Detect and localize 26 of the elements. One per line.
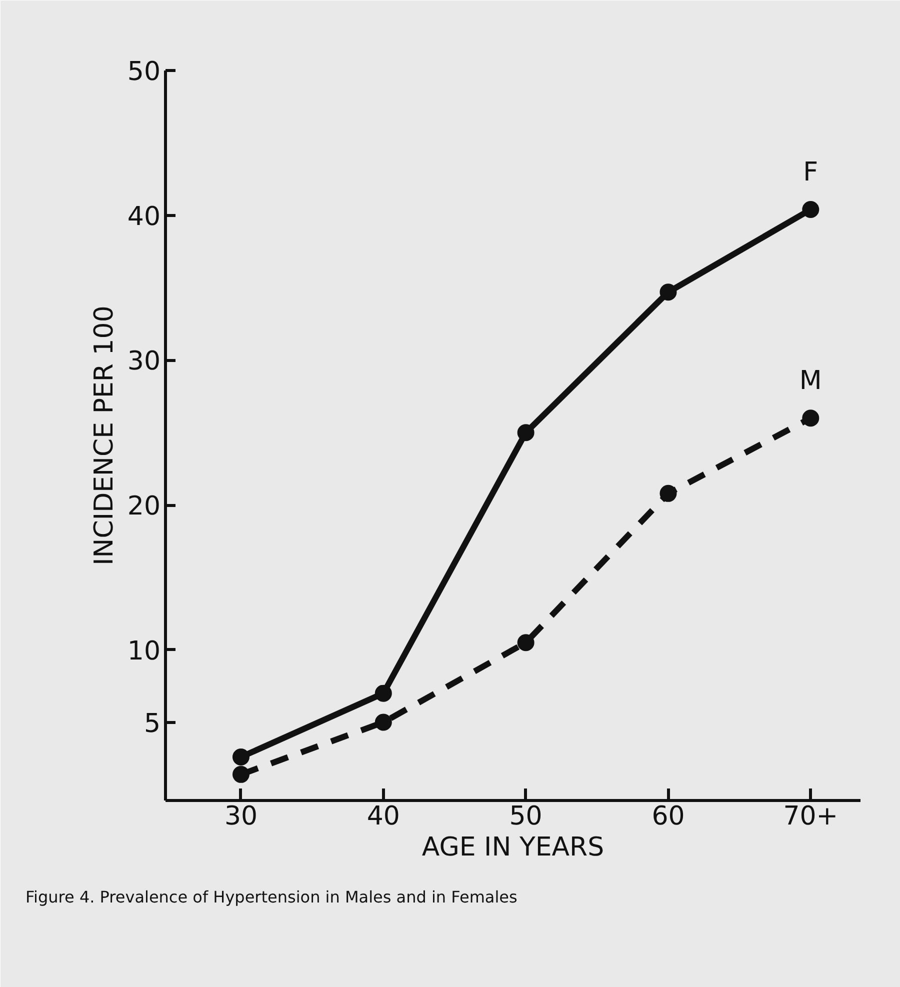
x-tick-label: 40 [366, 802, 400, 832]
x-tick-label: 30 [224, 802, 258, 832]
x-tick-label: 50 [509, 802, 542, 832]
x-tick-label: 70+ [783, 802, 838, 832]
x-axis-title: AGE IN YEARS [422, 832, 604, 862]
series-label: F [803, 158, 818, 188]
point [660, 284, 677, 301]
point [374, 714, 392, 731]
y-tick-label: 10 [127, 636, 161, 666]
y-tick-label: 50 [127, 57, 161, 87]
caption: Figure 4. Prevalence of Hypertension in Males and in Females [26, 888, 518, 906]
point [660, 484, 677, 502]
series-label: M [799, 366, 822, 396]
y-tick-label: 30 [127, 346, 161, 377]
y-axis-title: INCIDENCE PER 100 [89, 306, 120, 566]
point [517, 424, 534, 442]
x-tick-label: 60 [652, 802, 685, 832]
point [374, 684, 392, 702]
point [517, 634, 534, 652]
y-tick-label: 40 [127, 202, 161, 232]
point [802, 201, 820, 218]
point [232, 748, 250, 766]
y-tick-label: 20 [127, 492, 161, 522]
point [232, 766, 250, 783]
point [802, 410, 820, 427]
y-tick-label: 5 [144, 708, 161, 739]
